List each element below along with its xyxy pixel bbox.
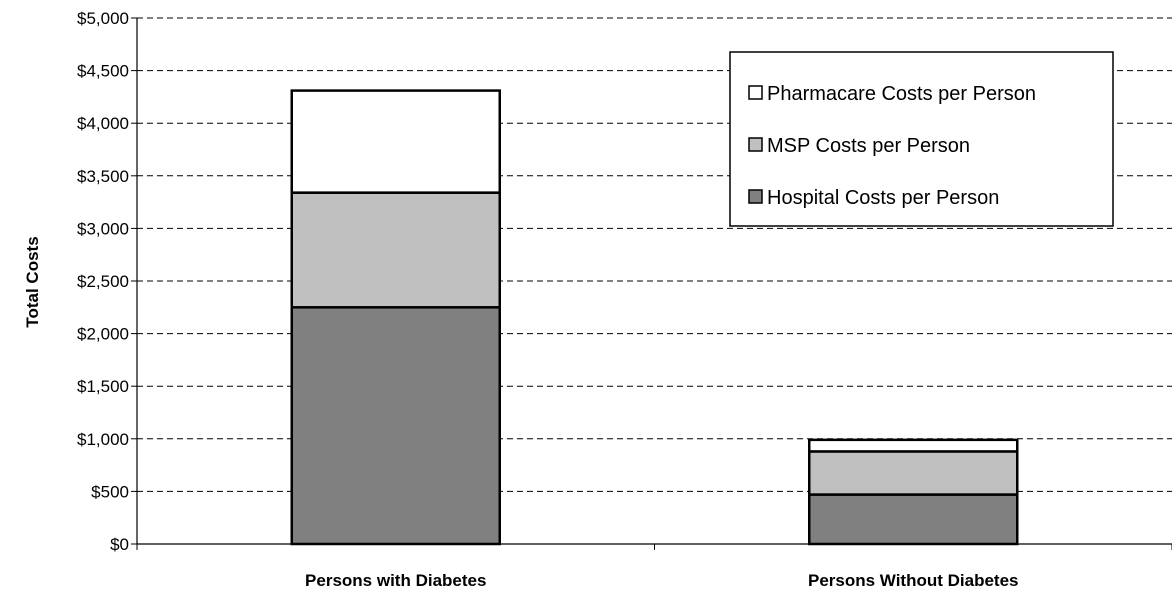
bar-segment xyxy=(290,306,501,546)
bar-segment xyxy=(808,493,1019,546)
legend-label: Pharmacare Costs per Person xyxy=(767,83,1036,105)
bars xyxy=(290,89,1019,546)
axes xyxy=(136,18,1172,550)
legend-swatch xyxy=(748,137,763,152)
legend: Pharmacare Costs per Person MSP Costs per… xyxy=(729,51,1114,227)
y-tick-label: $4,000 xyxy=(77,114,129,133)
legend-box xyxy=(729,51,1114,227)
y-axis-title: Total Costs xyxy=(23,236,42,327)
y-tick-label: $1,000 xyxy=(77,430,129,449)
y-tick-label: $1,500 xyxy=(77,377,129,396)
y-tick-label: $2,000 xyxy=(77,325,129,344)
x-category-label: Persons with Diabetes xyxy=(305,571,486,590)
y-axis-ticks: $0 $500 $1,000 $1,500 $2,000 $2,500 $3,000 $3,5… xyxy=(77,9,137,554)
x-axis-labels: Persons with Diabetes Persons Without Dia… xyxy=(305,571,1018,590)
y-tick-label: $3,000 xyxy=(77,219,129,238)
y-tick-label: $5,000 xyxy=(77,9,129,28)
legend-label: Hospital Costs per Person xyxy=(767,187,999,209)
legend-swatch xyxy=(748,189,763,204)
y-tick-label: $4,500 xyxy=(77,62,129,81)
y-tick-label: $3,500 xyxy=(77,167,129,186)
bar-segment xyxy=(290,191,501,309)
bar-segment xyxy=(808,438,1019,453)
legend-label: MSP Costs per Person xyxy=(767,135,970,157)
legend-swatch xyxy=(748,85,763,100)
x-category-label: Persons Without Diabetes xyxy=(808,571,1019,590)
bar-segment xyxy=(808,450,1019,496)
y-tick-label: $0 xyxy=(110,535,129,554)
bar-segment xyxy=(290,89,501,194)
y-tick-label: $500 xyxy=(91,482,129,501)
y-tick-label: $2,500 xyxy=(77,272,129,291)
